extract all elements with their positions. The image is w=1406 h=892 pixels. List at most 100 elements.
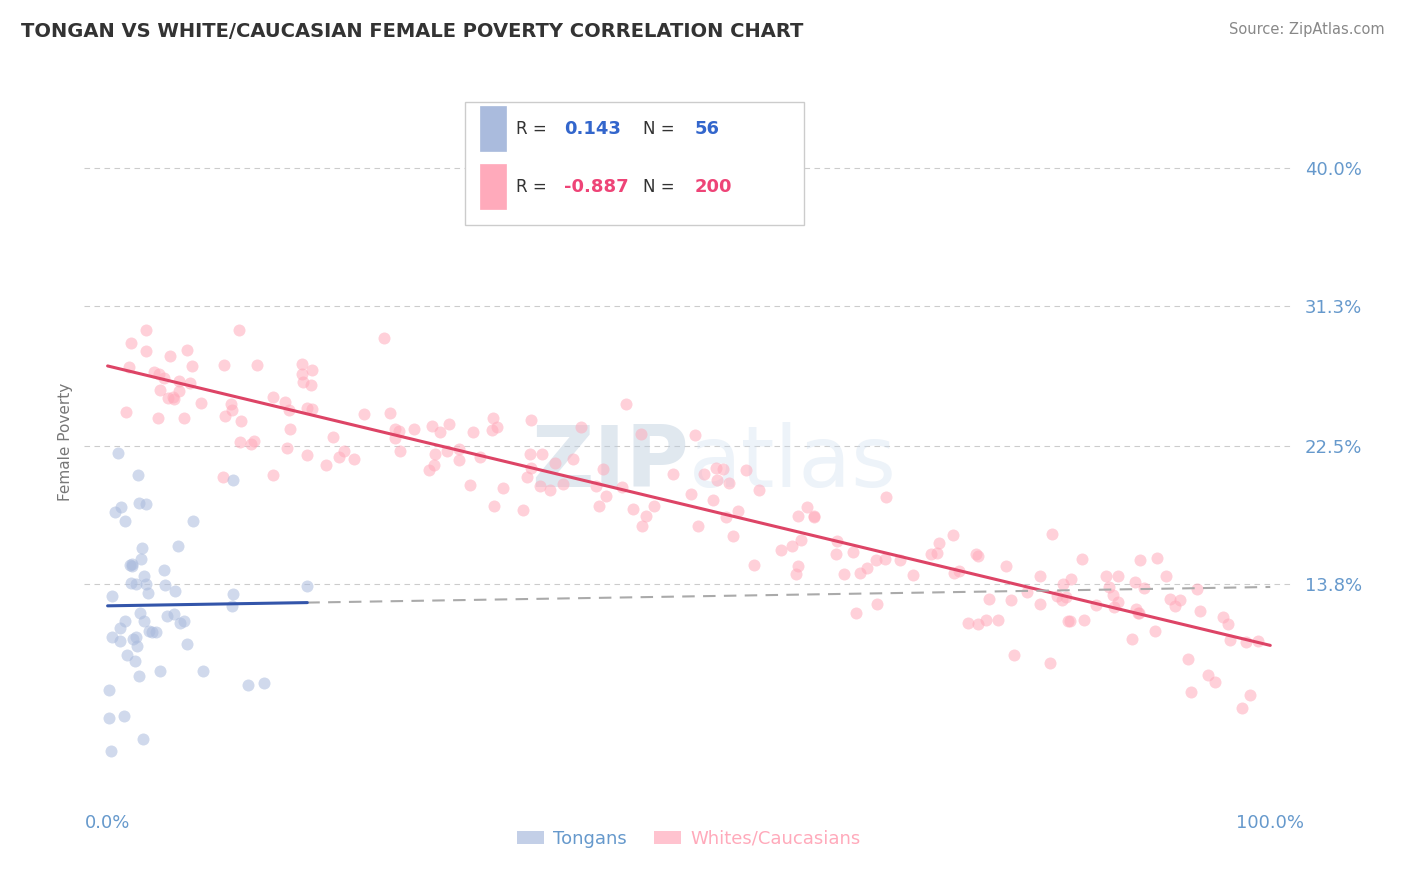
Point xyxy=(153,371,176,385)
Point xyxy=(163,584,186,599)
Point xyxy=(849,566,872,581)
Point xyxy=(1107,569,1129,583)
Point xyxy=(449,453,471,467)
Point xyxy=(221,599,243,613)
Point xyxy=(544,456,567,470)
Point xyxy=(114,614,136,628)
Point xyxy=(423,458,446,472)
Point xyxy=(117,648,139,663)
Point xyxy=(742,558,765,572)
Point xyxy=(167,374,190,388)
Point xyxy=(1102,599,1125,614)
Point xyxy=(785,567,807,582)
Point xyxy=(787,508,810,523)
Point xyxy=(956,615,979,630)
Y-axis label: Female Poverty: Female Poverty xyxy=(58,383,73,500)
FancyBboxPatch shape xyxy=(479,106,506,151)
Point xyxy=(1126,607,1149,621)
Point xyxy=(212,470,235,484)
Point xyxy=(824,547,846,561)
Text: 56: 56 xyxy=(695,120,720,138)
Point xyxy=(965,547,987,561)
Point xyxy=(842,544,865,558)
Point xyxy=(262,390,284,404)
Point xyxy=(179,376,201,390)
Point xyxy=(875,551,897,566)
Point xyxy=(1121,632,1143,646)
Point xyxy=(104,505,127,519)
Point xyxy=(592,462,614,476)
Point xyxy=(1230,700,1253,714)
Point xyxy=(1028,569,1050,583)
Point xyxy=(780,540,803,554)
Point xyxy=(1084,598,1107,612)
Point xyxy=(856,561,879,575)
Point xyxy=(290,368,312,382)
Point xyxy=(529,479,551,493)
Point xyxy=(1060,572,1083,586)
Point xyxy=(569,420,592,434)
Point xyxy=(925,546,948,560)
Text: N =: N = xyxy=(643,120,681,138)
Point xyxy=(246,358,269,372)
Point xyxy=(796,500,818,514)
Point xyxy=(1144,624,1167,638)
Point xyxy=(121,632,143,646)
Point xyxy=(595,489,617,503)
Point xyxy=(120,335,142,350)
Point xyxy=(141,624,163,639)
Point xyxy=(135,323,157,337)
Point xyxy=(1002,648,1025,662)
Point xyxy=(530,447,553,461)
Point xyxy=(1107,595,1129,609)
Point xyxy=(276,441,298,455)
Point xyxy=(387,424,409,438)
Point xyxy=(727,503,749,517)
Point xyxy=(437,417,460,432)
Point xyxy=(136,586,159,600)
Point xyxy=(117,359,139,374)
Point xyxy=(1180,685,1202,699)
Point xyxy=(149,665,172,679)
Point xyxy=(124,653,146,667)
Point xyxy=(786,559,808,574)
Point xyxy=(485,420,508,434)
Point xyxy=(222,587,245,601)
Point xyxy=(388,444,411,458)
Point xyxy=(1028,597,1050,611)
Point xyxy=(683,427,706,442)
Point xyxy=(679,486,702,500)
Point xyxy=(402,421,425,435)
Text: R =: R = xyxy=(516,120,553,138)
Point xyxy=(301,363,323,377)
Point xyxy=(191,664,214,678)
Text: ZIP: ZIP xyxy=(531,422,689,505)
Point xyxy=(135,577,157,591)
Point xyxy=(1187,582,1209,596)
Point xyxy=(901,568,924,582)
Point xyxy=(148,368,170,382)
Point xyxy=(297,448,319,462)
Point xyxy=(159,349,181,363)
Point xyxy=(112,709,135,723)
Text: N =: N = xyxy=(643,178,681,196)
Point xyxy=(1146,551,1168,566)
Point xyxy=(482,410,505,425)
Point xyxy=(333,443,356,458)
Point xyxy=(943,566,966,580)
Point xyxy=(328,450,350,465)
Point xyxy=(1052,576,1074,591)
Point xyxy=(714,510,737,524)
FancyBboxPatch shape xyxy=(465,102,804,225)
Point xyxy=(976,613,998,627)
Point xyxy=(585,478,607,492)
Point xyxy=(966,549,988,563)
Point xyxy=(717,475,740,490)
Text: 0.143: 0.143 xyxy=(564,120,621,138)
Point xyxy=(865,553,887,567)
Point xyxy=(120,558,142,573)
Point xyxy=(121,559,143,574)
Point xyxy=(125,639,148,653)
Point xyxy=(704,460,727,475)
Point xyxy=(492,481,515,495)
